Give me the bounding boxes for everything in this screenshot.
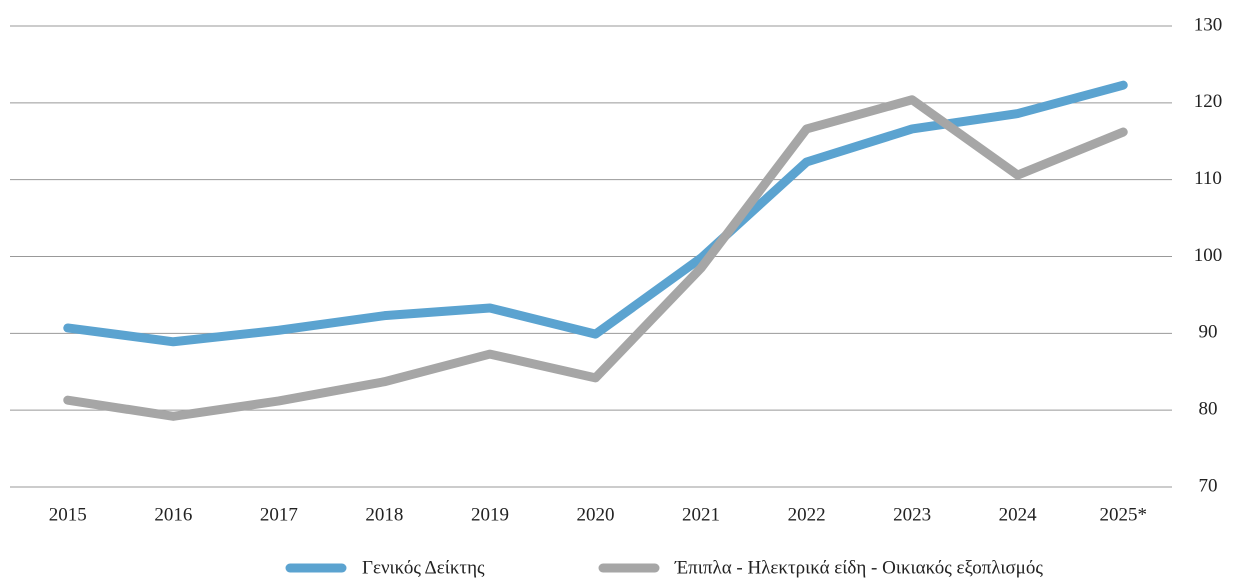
x-tick-label: 2020 bbox=[577, 504, 615, 525]
y-tick-label: 90 bbox=[1199, 322, 1218, 343]
x-tick-label: 2017 bbox=[260, 504, 298, 525]
y-tick-label: 100 bbox=[1194, 245, 1223, 266]
series-line bbox=[63, 95, 1128, 421]
series-line bbox=[63, 80, 1128, 347]
x-tick-label: 2025* bbox=[1099, 504, 1147, 525]
y-tick-label: 120 bbox=[1194, 91, 1223, 112]
y-tick-label: 70 bbox=[1199, 475, 1218, 496]
x-tick-label: 2021 bbox=[682, 504, 720, 525]
x-tick-label: 2024 bbox=[999, 504, 1038, 525]
x-tick-label: 2015 bbox=[49, 504, 87, 525]
x-tick-label: 2022 bbox=[788, 504, 826, 525]
x-tick-label: 2023 bbox=[893, 504, 931, 525]
y-tick-label: 130 bbox=[1194, 14, 1223, 35]
legend-label: Γενικός Δείκτης bbox=[362, 557, 485, 578]
x-tick-label: 2018 bbox=[365, 504, 403, 525]
x-tick-label: 2016 bbox=[154, 504, 192, 525]
legend-label: Έπιπλα - Ηλεκτρικά είδη - Οικιακός εξοπλ… bbox=[674, 557, 1043, 578]
y-tick-label: 110 bbox=[1194, 168, 1222, 189]
y-tick-label: 80 bbox=[1199, 399, 1218, 420]
x-tick-label: 2019 bbox=[471, 504, 509, 525]
